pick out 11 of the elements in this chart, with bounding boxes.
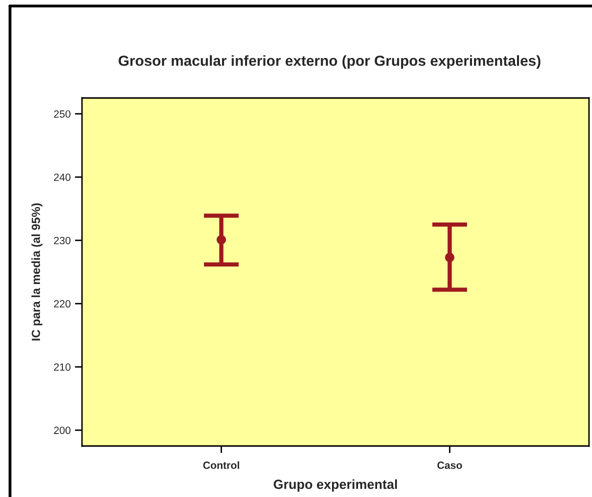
x-axis-title: Grupo experimental — [274, 479, 397, 492]
x-tick-label: Caso — [437, 462, 462, 469]
y-tick-label: 200 — [54, 426, 70, 434]
x-tick-label: Control — [203, 461, 240, 469]
y-tick-label: 250 — [54, 110, 70, 118]
y-axis-title: IC para la media (al 95%) — [31, 203, 42, 340]
y-tick-label: 210 — [54, 363, 70, 371]
y-tick-label: 240 — [54, 174, 70, 181]
y-tick-label: 230 — [54, 236, 70, 244]
y-tick-label: 220 — [54, 300, 70, 308]
chart-title: Grosor macular inferior externo (por Grupos experimentales) — [118, 55, 540, 69]
